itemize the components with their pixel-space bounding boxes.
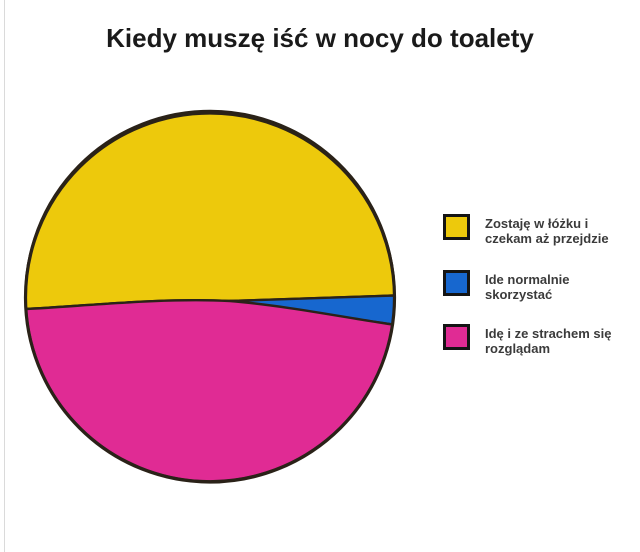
legend-label-line: Zostaję w łóżku i: [485, 216, 589, 231]
pie-slice-stay-in-bed: [24, 109, 396, 311]
legend-label-line: skorzystać: [485, 287, 553, 302]
legend-label-go-scared: Idę i ze strachem się rozglądam: [485, 324, 611, 356]
legend-label-line: Idę i ze strachem się: [485, 326, 612, 341]
legend-item-go-normally: Ide normalnie skorzystać: [443, 270, 570, 302]
legend-label-stay-in-bed: Zostaję w łóżku i czekam aż przejdzie: [485, 214, 609, 246]
legend-item-stay-in-bed: Zostaję w łóżku i czekam aż przejdzie: [443, 214, 609, 246]
legend-swatch-blue: [443, 270, 470, 296]
pie-outline: [23, 111, 397, 484]
legend-label-line: rozglądam: [485, 341, 551, 356]
legend-label-line: czekam aż przejdzie: [485, 231, 609, 246]
legend-swatch-yellow: [443, 214, 470, 240]
legend-swatch-magenta: [443, 324, 470, 350]
pie-slice-go-scared: [24, 299, 394, 483]
chart-title: Kiedy muszę iść w nocy do toalety: [106, 23, 534, 53]
left-edge-artifact-line: [4, 0, 5, 552]
legend-label-go-normally: Ide normalnie skorzystać: [485, 270, 570, 302]
legend-label-line: Ide normalnie: [485, 272, 570, 287]
legend-item-go-scared: Idę i ze strachem się rozglądam: [443, 324, 611, 356]
